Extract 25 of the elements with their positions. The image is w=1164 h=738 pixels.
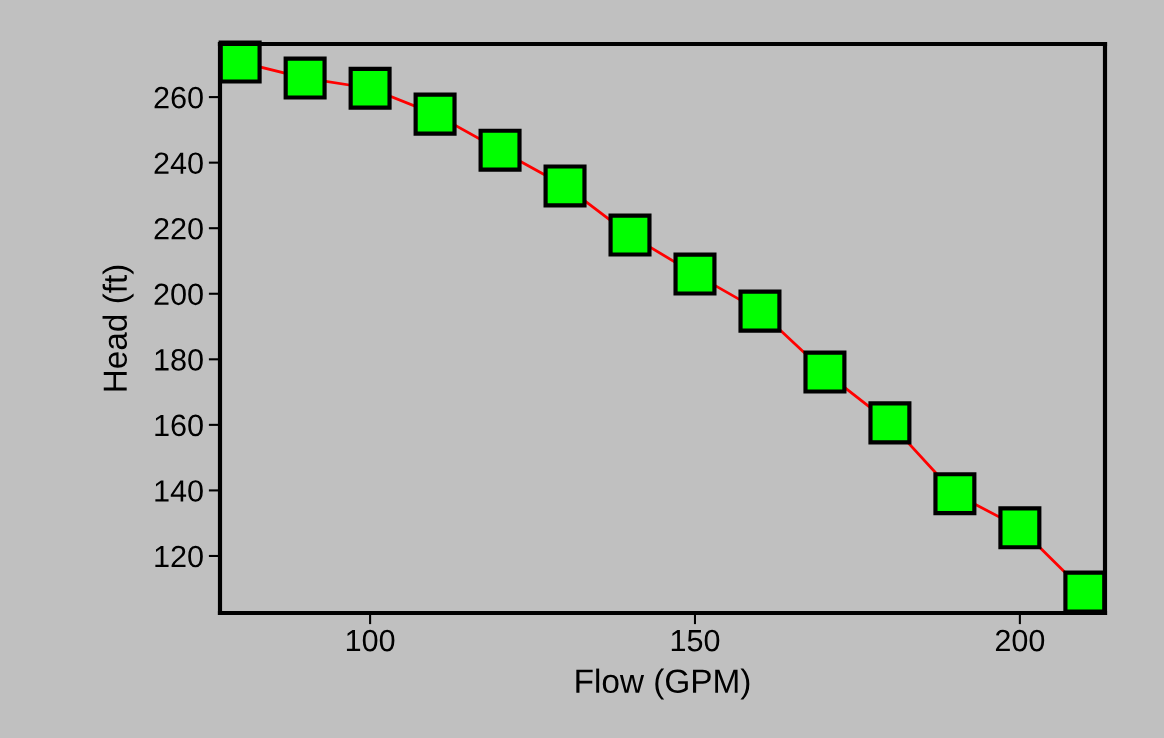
point: [933, 472, 977, 516]
x-axis-title: Flow (GPM): [576, 668, 750, 700]
y-tick-label: 180: [155, 349, 203, 371]
point: [543, 164, 587, 208]
point: [998, 506, 1042, 550]
x-tick-label: 100: [346, 629, 395, 652]
y-tick-label: 240: [154, 152, 203, 175]
y-tick-label: 260: [154, 86, 203, 109]
point: [413, 92, 457, 136]
point: [868, 401, 912, 445]
point: [738, 289, 782, 333]
y-tick-label: 160: [155, 414, 203, 437]
x-tick-label: 200: [995, 629, 1045, 652]
y-tick-label: 220: [154, 217, 203, 240]
point: [803, 350, 847, 394]
point: [673, 252, 717, 296]
x-tick-label: 150: [671, 629, 720, 652]
y-tick-label: 120: [155, 545, 203, 568]
point: [348, 66, 392, 110]
y-axis-title: Head (ft): [102, 265, 134, 391]
point: [478, 128, 522, 172]
point: [283, 56, 327, 100]
y-tick-label: 140: [155, 480, 203, 502]
point: [608, 213, 652, 257]
y-tick-label: 200: [154, 283, 203, 306]
